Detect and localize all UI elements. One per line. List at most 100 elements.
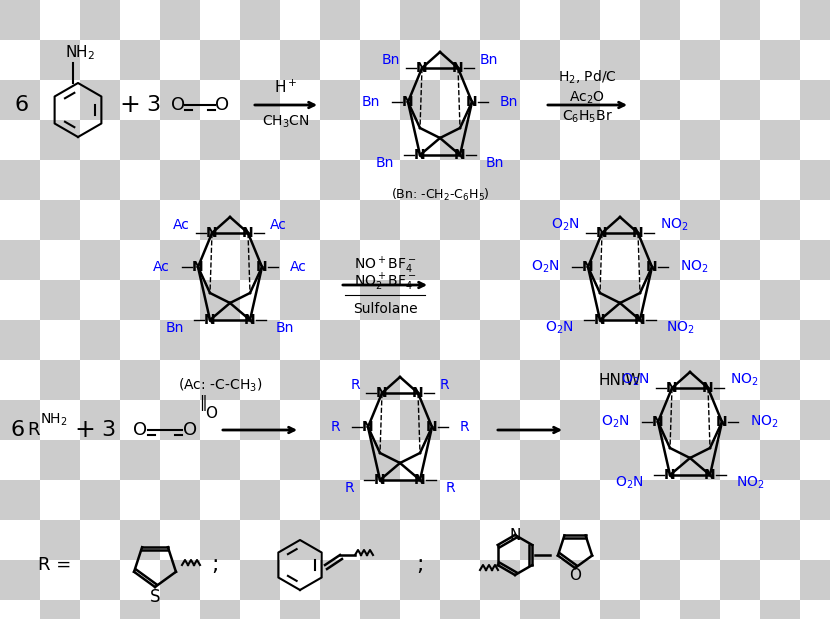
Bar [640, 320, 680, 360]
Bar [280, 480, 320, 520]
Text: N: N [647, 260, 658, 274]
Bar [720, 320, 760, 360]
Bar [640, 480, 680, 520]
Bar [280, 200, 320, 240]
Bar [720, 0, 760, 40]
Bar [40, 240, 80, 280]
Bar [360, 440, 400, 480]
Bar [80, 560, 120, 600]
Text: N: N [403, 95, 414, 109]
Bar [240, 400, 280, 440]
Bar [440, 440, 480, 480]
Bar [560, 120, 600, 160]
Text: N: N [416, 61, 427, 75]
Text: Bn: Bn [166, 321, 184, 335]
Bar [800, 280, 830, 320]
Text: R: R [440, 378, 450, 392]
Bar [80, 80, 120, 120]
Text: Ac: Ac [173, 218, 190, 232]
Text: N: N [716, 415, 728, 429]
Text: R: R [344, 481, 354, 495]
Bar [160, 440, 200, 480]
Bar [0, 480, 40, 520]
Text: Ac: Ac [290, 260, 307, 274]
Bar [480, 480, 520, 520]
Bar [400, 600, 440, 619]
Bar [480, 440, 520, 480]
Text: N: N [666, 381, 678, 395]
Bar [280, 520, 320, 560]
Bar [640, 600, 680, 619]
Bar [160, 400, 200, 440]
Bar [40, 560, 80, 600]
Bar [640, 360, 680, 400]
Bar [0, 600, 40, 619]
Bar [120, 80, 160, 120]
Bar [520, 120, 560, 160]
Bar [440, 360, 480, 400]
Bar [680, 80, 720, 120]
Bar [0, 280, 40, 320]
Bar [160, 600, 200, 619]
Text: N: N [594, 313, 606, 327]
Text: +: + [120, 93, 140, 117]
Text: O: O [171, 96, 185, 114]
Bar [600, 0, 640, 40]
Text: O$_2$N: O$_2$N [602, 413, 630, 430]
Bar [440, 480, 480, 520]
Text: NO$_2$: NO$_2$ [666, 320, 695, 336]
Bar [360, 360, 400, 400]
Bar [320, 200, 360, 240]
Bar [600, 560, 640, 600]
Bar [200, 320, 240, 360]
Bar [760, 400, 800, 440]
Text: R: R [460, 420, 470, 434]
Bar [80, 600, 120, 619]
Bar [0, 120, 40, 160]
Bar [560, 280, 600, 320]
Bar [360, 240, 400, 280]
Bar [320, 40, 360, 80]
Bar [480, 400, 520, 440]
Bar [240, 320, 280, 360]
Bar [80, 360, 120, 400]
Bar [40, 480, 80, 520]
Bar [200, 240, 240, 280]
Bar [160, 280, 200, 320]
Bar [40, 280, 80, 320]
Bar [160, 520, 200, 560]
Text: 3: 3 [101, 420, 115, 440]
Bar [200, 520, 240, 560]
Bar [400, 160, 440, 200]
Bar [320, 600, 360, 619]
Bar [760, 160, 800, 200]
Text: N: N [193, 260, 204, 274]
Text: Ac$_2$O: Ac$_2$O [569, 90, 605, 106]
Bar [560, 480, 600, 520]
Bar [0, 0, 40, 40]
Bar [680, 560, 720, 600]
Bar [240, 160, 280, 200]
Bar [680, 360, 720, 400]
Bar [160, 160, 200, 200]
Bar [0, 360, 40, 400]
Bar [240, 240, 280, 280]
Bar [560, 160, 600, 200]
Bar [0, 560, 40, 600]
Bar [720, 200, 760, 240]
Bar [440, 160, 480, 200]
Text: Ac: Ac [153, 260, 170, 274]
Bar [640, 40, 680, 80]
Bar [480, 240, 520, 280]
Bar [200, 360, 240, 400]
Bar [560, 80, 600, 120]
Bar [760, 40, 800, 80]
Bar [800, 520, 830, 560]
Bar [680, 520, 720, 560]
Bar [80, 440, 120, 480]
Bar [80, 280, 120, 320]
Bar [560, 400, 600, 440]
Bar [560, 520, 600, 560]
Text: N: N [582, 260, 593, 274]
Bar [0, 400, 40, 440]
